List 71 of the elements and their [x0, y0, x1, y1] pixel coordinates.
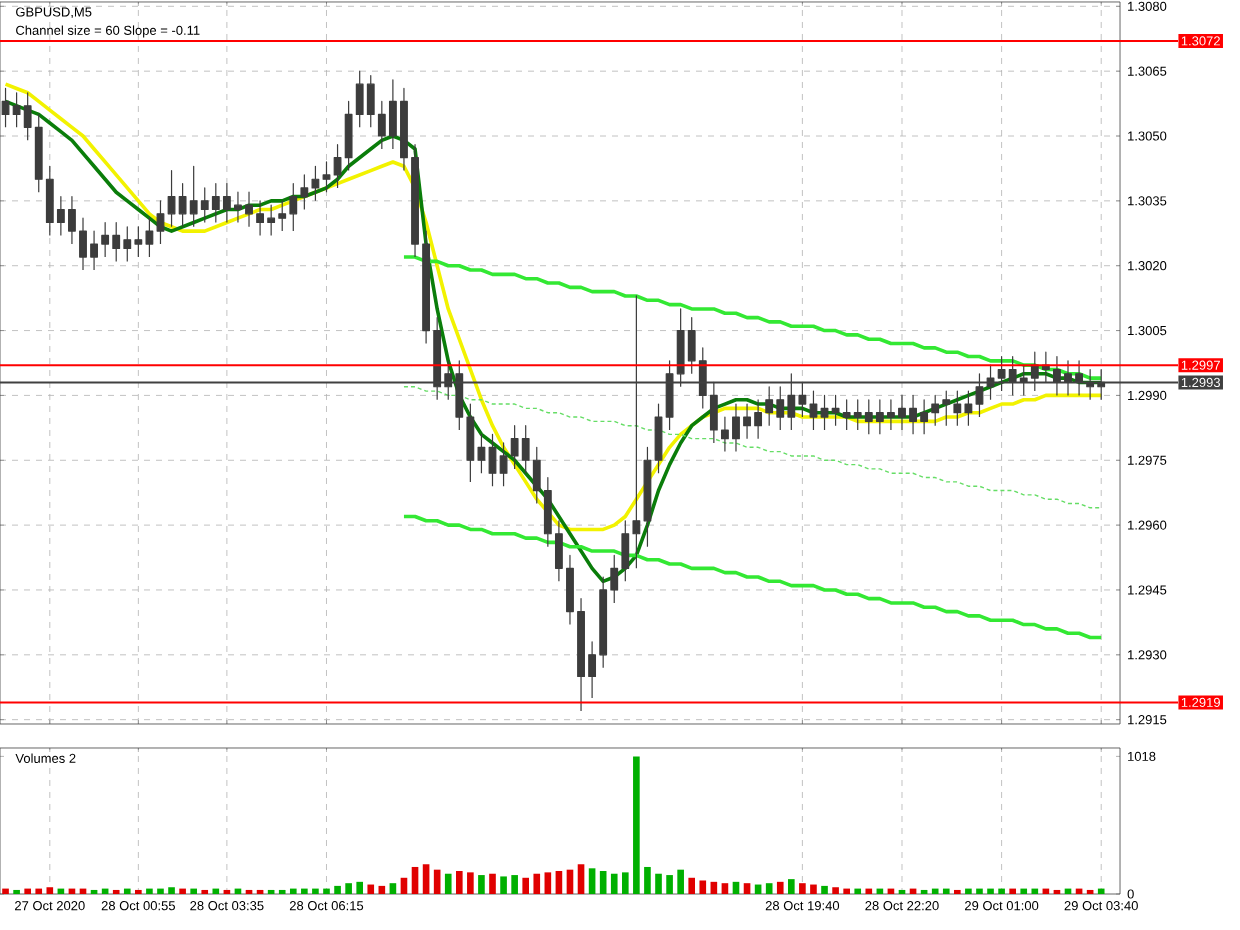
bar: [721, 883, 729, 894]
bar: [323, 888, 330, 894]
bar: [533, 873, 541, 894]
bar: [555, 871, 563, 894]
bar: [489, 873, 496, 894]
bar: [411, 866, 419, 894]
bar: [599, 871, 607, 894]
bar: [942, 888, 950, 894]
bar: [1020, 888, 1028, 894]
bar: [843, 888, 850, 894]
bar: [810, 884, 817, 894]
bar: [644, 866, 651, 894]
bar: [444, 873, 452, 894]
bar: [345, 883, 352, 894]
bar: [544, 872, 552, 894]
bar: [655, 873, 662, 894]
bar: [998, 888, 1005, 894]
bar: [577, 864, 585, 894]
bar: [688, 877, 696, 894]
bar: [146, 888, 153, 894]
bar: [356, 881, 364, 894]
bar: [832, 887, 839, 894]
bar: [334, 885, 341, 894]
bar: [621, 872, 629, 894]
bar: [212, 888, 220, 894]
bar: [301, 888, 308, 894]
bar: [190, 888, 197, 894]
bar: [467, 872, 474, 894]
bar: [931, 888, 939, 894]
bar: [854, 888, 862, 894]
bar: [422, 864, 430, 894]
bar: [1031, 888, 1039, 894]
bar: [168, 887, 175, 894]
bar: [965, 888, 972, 894]
bar: [633, 756, 640, 894]
bar: [821, 885, 828, 894]
bar: [157, 888, 164, 894]
bar: [367, 884, 375, 894]
bar: [289, 888, 297, 894]
bar: [35, 888, 43, 894]
bar: [2, 888, 9, 894]
bar: [179, 888, 186, 894]
bar: [1097, 888, 1105, 894]
bar: [699, 880, 707, 894]
bar: [1009, 888, 1016, 894]
bar: [987, 888, 994, 894]
bar: [312, 888, 319, 894]
bar: [455, 871, 463, 894]
bar: [389, 883, 397, 894]
bar: [522, 877, 530, 894]
bar: [123, 888, 131, 894]
candlestick: [654, 403, 663, 474]
bar: [677, 869, 684, 894]
bar: [799, 883, 806, 894]
bar: [511, 875, 518, 894]
bar: [46, 887, 54, 894]
candlestick: [333, 144, 342, 189]
bar: [743, 883, 751, 894]
bar: [788, 879, 795, 894]
bar: [478, 875, 485, 894]
bar: [588, 868, 596, 894]
bar: [765, 883, 773, 894]
bar: [666, 875, 673, 894]
bar: [24, 888, 31, 894]
bar: [610, 873, 618, 894]
bar: [776, 881, 784, 894]
bar: [500, 876, 507, 894]
bar: [976, 888, 983, 894]
candlestick: [322, 161, 331, 193]
candlestick: [156, 200, 165, 245]
bar: [865, 888, 873, 894]
